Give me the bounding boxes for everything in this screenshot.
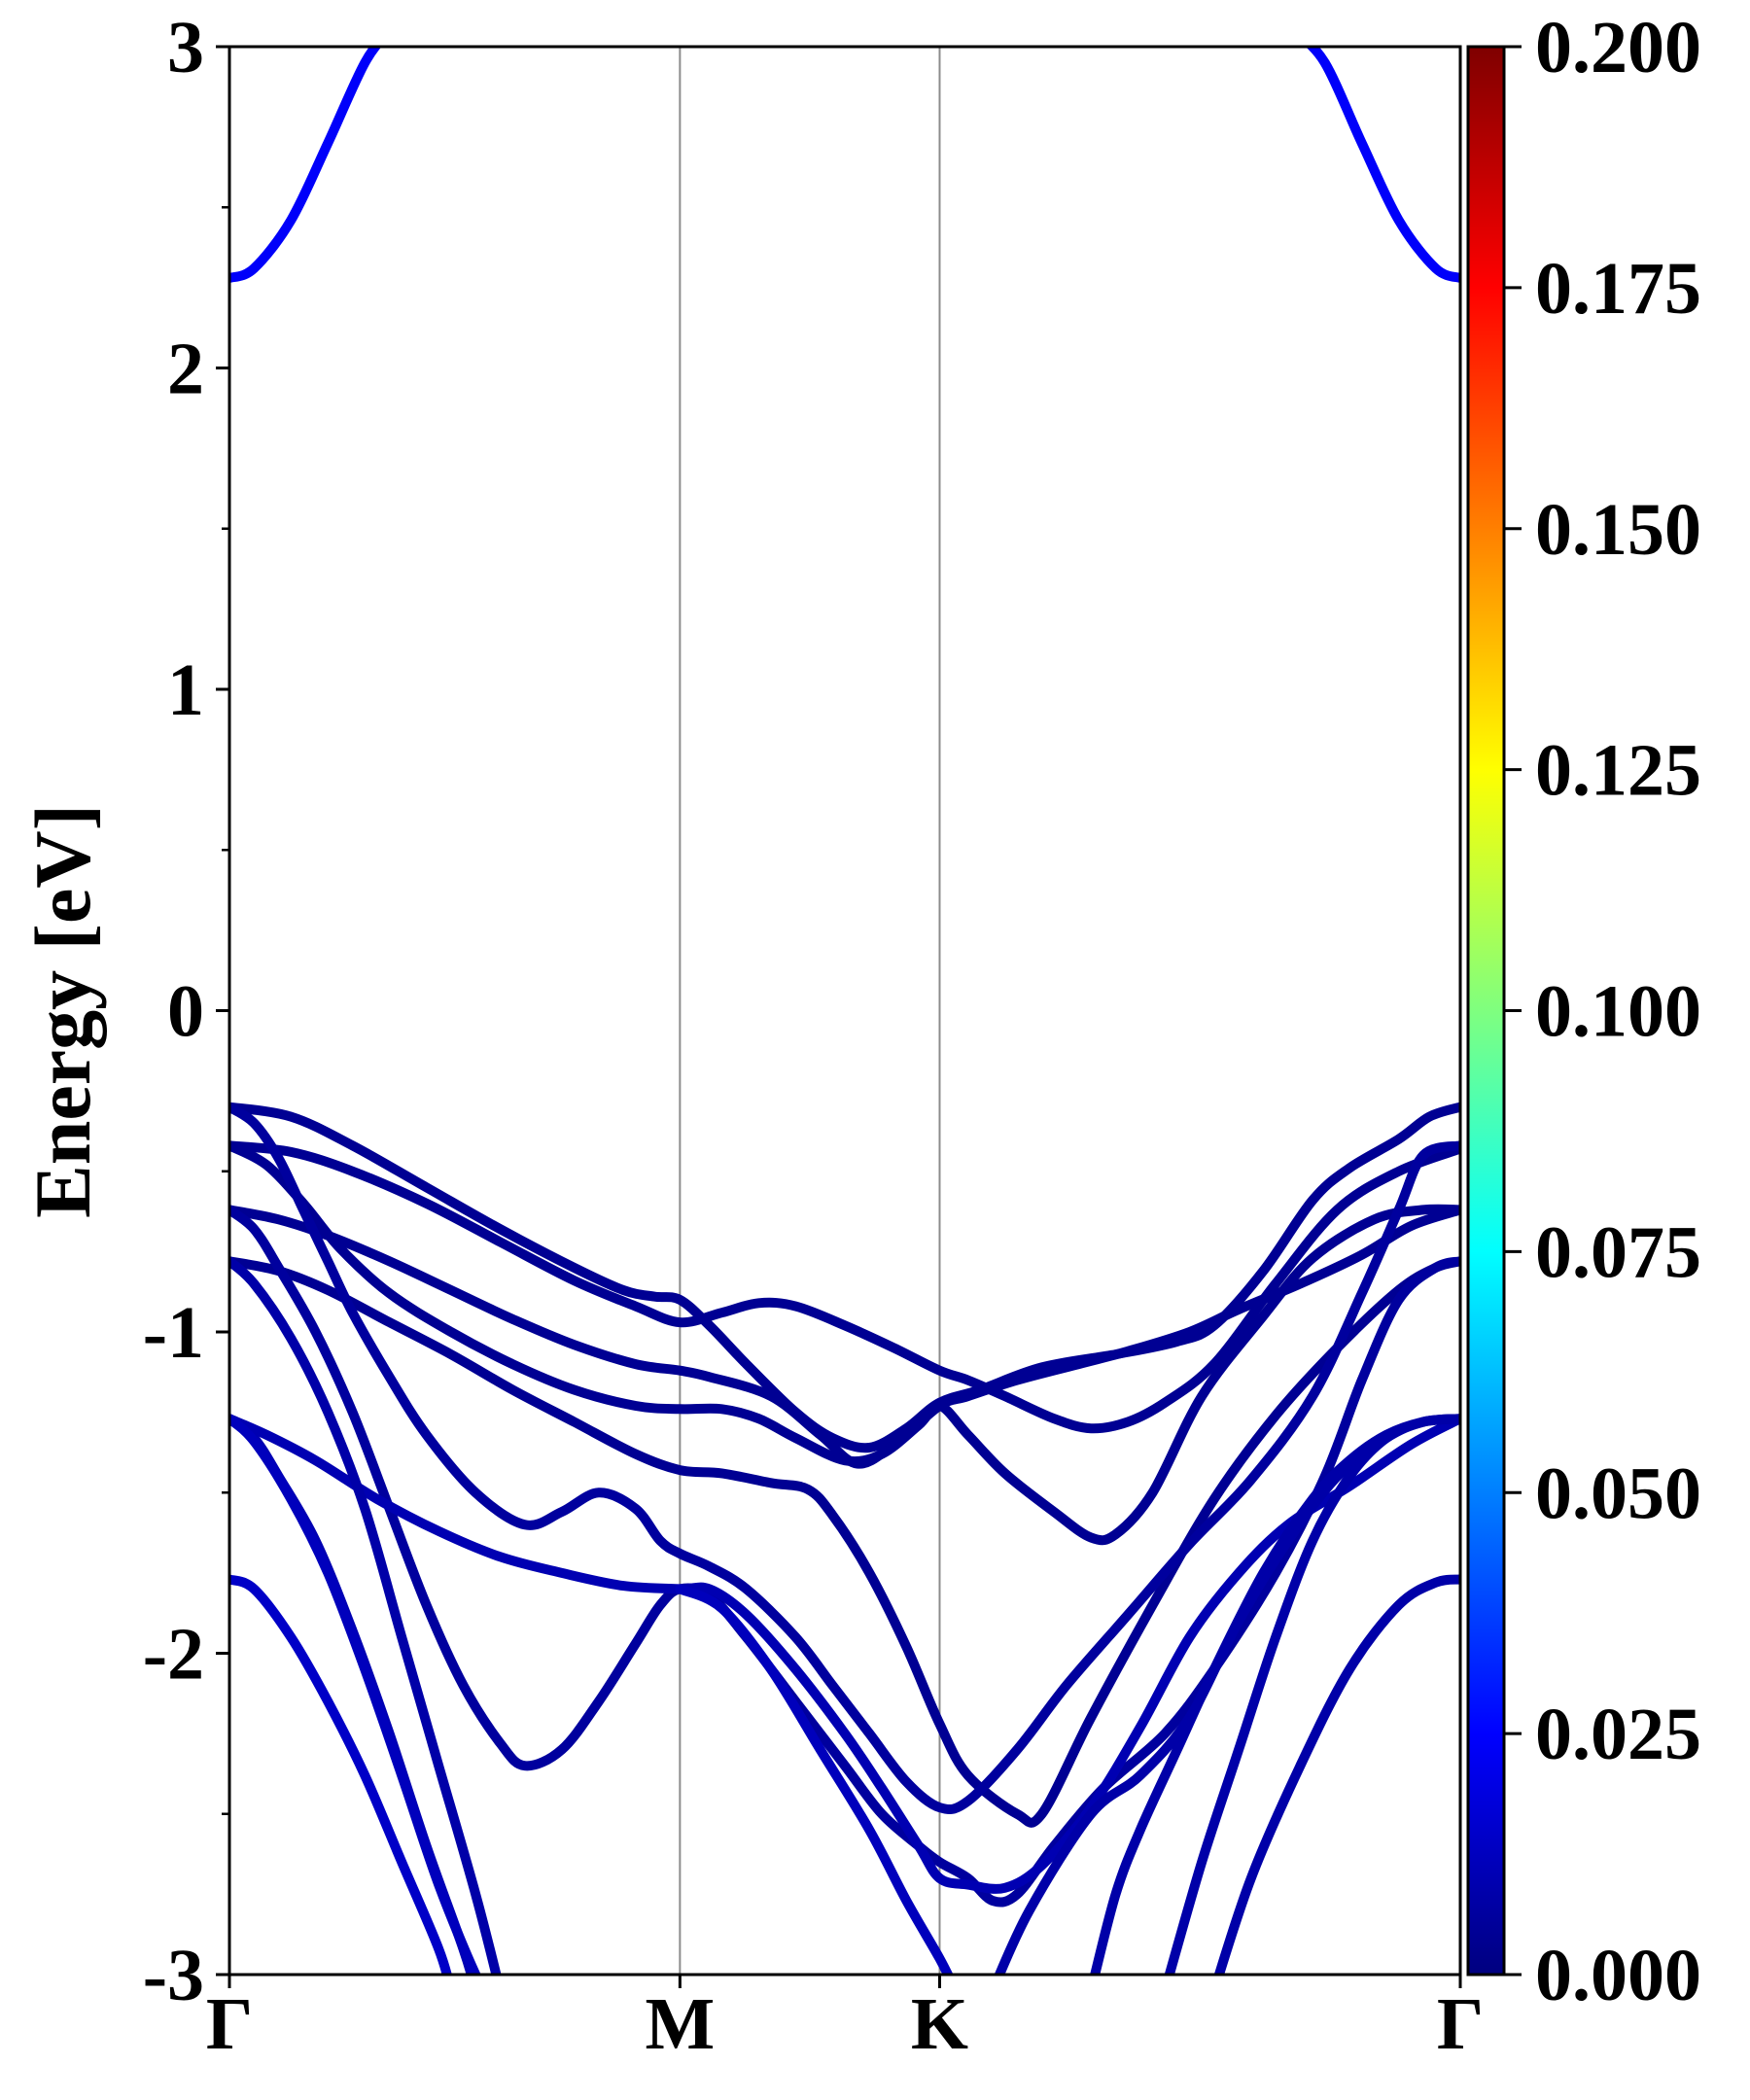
band-vb-12 [229,1574,452,1975]
band-lines [229,47,1460,1975]
y-tick-label: -1 [143,1292,204,1374]
band-vb-9 [229,1256,502,1975]
band-cb-gamma-left [229,47,382,283]
x-tick-label: Γ [1437,1983,1484,2065]
band-vb-17 [1213,1574,1460,1975]
y-tick-label: -2 [143,1614,204,1696]
colorbar-ticks: 0.000 0.025 0.050 0.075 0.100 0.125 0.150 0.175… [1504,7,1701,2016]
y-tick-label: 2 [167,329,204,410]
y-tick-label: 0 [167,971,204,1053]
colorbar-tick-label: 0.025 [1535,1694,1701,1775]
colorbar-tick-label: 0.175 [1535,248,1701,330]
band-vb-13 [675,1584,954,1975]
colorbar-tick-label: 0.125 [1535,730,1701,812]
band-vb-11 [229,1414,481,1975]
band-vb-2 [229,1140,1460,1434]
y-tick-label: 3 [167,7,204,88]
x-tick-label: M [645,1983,715,2065]
colorbar-tick-label: 0.000 [1535,1935,1701,2016]
colorbar-tick-label: 0.200 [1535,7,1701,88]
band-vb-5 [229,1256,1460,1828]
y-axis-ticks: 3 2 1 0 -1 -2 -3 [143,7,229,2016]
colorbar-tick-label: 0.100 [1535,971,1701,1053]
y-tick-label: -3 [143,1935,204,2016]
colorbar-tick-label: 0.150 [1535,489,1701,571]
band-cb-gamma-right [1305,47,1460,283]
band-vb-16 [1164,1414,1460,1975]
band-vb-10 [229,1414,476,1975]
band-vb-6 [229,1102,1460,1815]
colorbar [1466,45,1506,1977]
band-vb-8 [229,1414,1460,1894]
colorbar-tick-label: 0.075 [1535,1211,1701,1293]
x-tick-label: Γ [206,1983,253,2065]
x-tick-label: K [911,1983,968,2065]
y-axis-label: Energy [eV] [18,804,107,1218]
band-vb-4 [229,1140,1460,1546]
band-vb-1 [229,1102,1460,1453]
high-symmetry-lines [679,47,941,1975]
colorbar-tick-label: 0.050 [1535,1452,1701,1534]
y-tick-label: 1 [167,649,204,731]
